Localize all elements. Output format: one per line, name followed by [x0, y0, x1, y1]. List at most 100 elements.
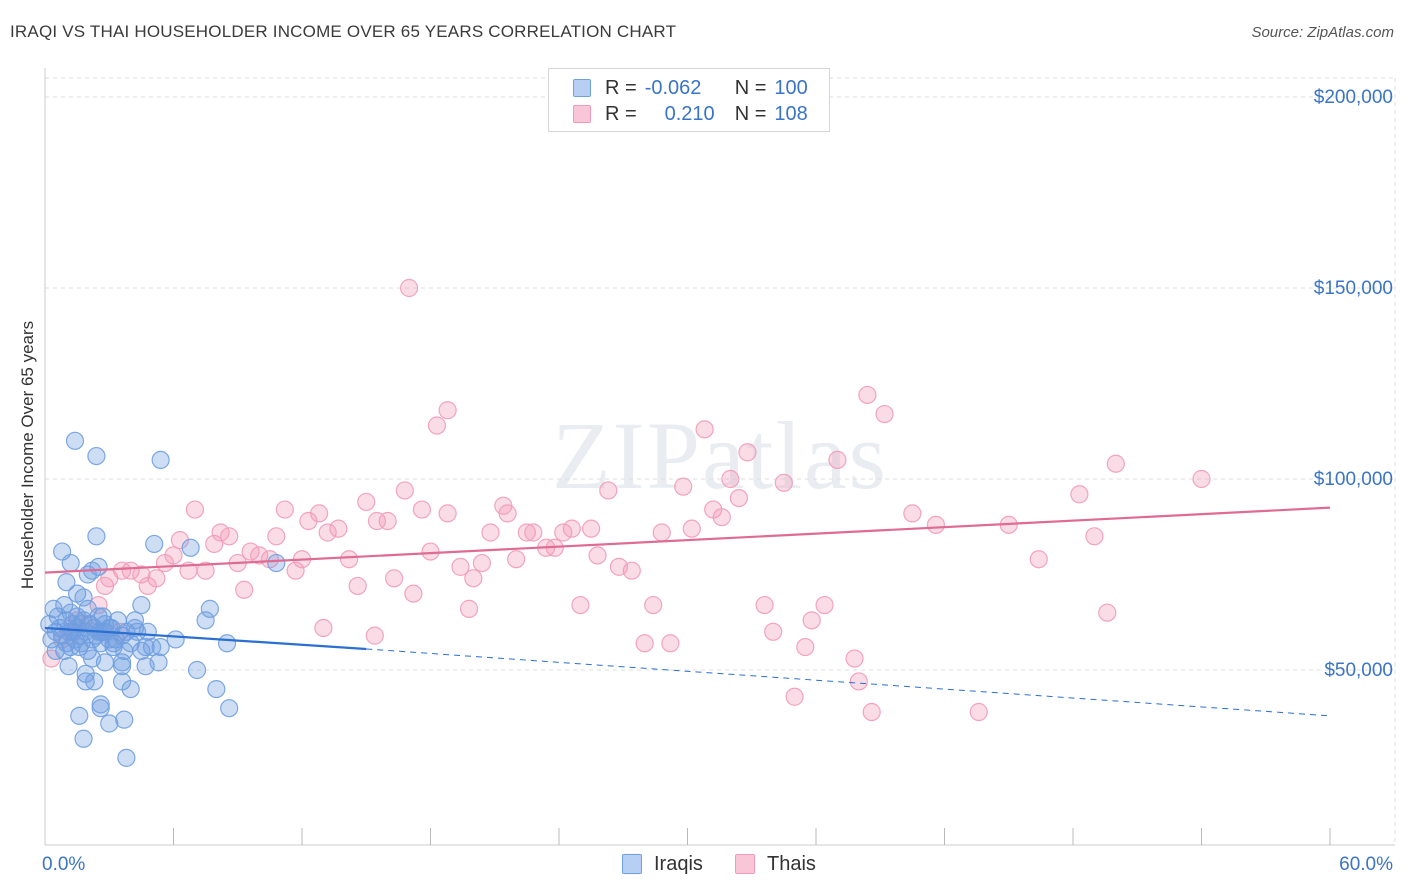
thai-point — [635, 634, 654, 653]
thai-point — [903, 504, 922, 523]
thai-point — [1070, 485, 1089, 504]
thai-point — [571, 595, 590, 615]
thai-point — [464, 569, 483, 588]
thai-point — [267, 527, 286, 546]
thai-point — [235, 580, 254, 599]
y-tick-label: $100,000 — [1314, 469, 1393, 490]
iraqi-point — [112, 657, 132, 676]
thai-point — [1085, 527, 1104, 546]
legend-swatch-iraqis — [622, 854, 642, 874]
iraqi-point — [55, 641, 74, 661]
iraqi-point — [138, 622, 157, 641]
legend-label-thais: Thais — [767, 852, 816, 875]
legend-r-value: -0.062 — [644, 76, 702, 99]
x-tick-labels: 0.0% 60.0% — [42, 854, 1393, 875]
thai-point — [721, 469, 740, 489]
iraqi-point — [61, 553, 80, 573]
iraqi-point — [100, 714, 119, 733]
iraqi-point — [76, 664, 95, 683]
iraqi-point — [106, 630, 125, 649]
iraqi-point — [200, 599, 220, 618]
thai-point — [622, 561, 641, 580]
x-tick-label: 0.0% — [42, 854, 85, 875]
thai-point — [1106, 454, 1125, 473]
legend-r-label: R = — [605, 76, 637, 99]
iraqi-point — [166, 630, 185, 649]
legend-label-iraqis: Iraqis — [654, 852, 703, 875]
thai-point — [196, 561, 215, 580]
series-iraqis — [40, 431, 286, 767]
thai-point — [340, 550, 359, 569]
thai-point — [438, 504, 457, 523]
thai-point — [147, 569, 166, 588]
thai-point — [132, 565, 151, 584]
iraqi-point — [72, 615, 91, 634]
iraqi-point — [87, 527, 106, 546]
thai-point — [588, 546, 607, 565]
thai-point — [421, 542, 440, 561]
thai-point — [802, 611, 821, 630]
thai-point — [969, 702, 988, 722]
iraqi-point — [112, 653, 132, 672]
iraqi-point — [55, 595, 74, 615]
iraqi-point — [136, 637, 155, 657]
thai-point — [507, 550, 526, 569]
iraqi-point — [142, 637, 162, 657]
thai-point — [858, 385, 877, 405]
iraqi-point — [217, 634, 237, 653]
thai-point — [357, 492, 376, 512]
thai-point — [329, 519, 348, 538]
thai-point — [395, 481, 414, 500]
thai-point — [674, 477, 693, 496]
thai-point — [875, 404, 894, 424]
iraqis-trend-extension — [366, 648, 1331, 717]
thai-point — [1029, 550, 1048, 569]
thai-point — [427, 416, 447, 435]
thai-point — [314, 618, 333, 638]
thai-point — [785, 687, 804, 706]
y-tick-labels: $50,000 $100,000 $150,000 $200,000 — [1314, 87, 1393, 681]
thai-point — [250, 546, 269, 565]
iraqi-point — [125, 611, 145, 630]
y-axis-label: Householder Income Over 65 years — [18, 320, 37, 590]
iraqi-point — [70, 706, 89, 725]
thai-point — [562, 519, 581, 538]
thai-point — [451, 557, 470, 576]
thai-point — [205, 534, 224, 554]
thai-point — [241, 542, 260, 561]
thai-point — [412, 500, 432, 519]
iraqi-point — [220, 699, 239, 718]
thai-point — [399, 278, 419, 298]
trend-lines — [44, 506, 1331, 717]
iraqi-point — [151, 450, 170, 469]
thai-point — [599, 481, 618, 500]
thai-point — [764, 622, 783, 641]
iraqi-point — [83, 649, 102, 668]
thai-point — [926, 515, 946, 534]
iraqi-point — [91, 699, 110, 718]
thai-point — [796, 637, 815, 657]
thai-point — [815, 595, 834, 615]
thai-point — [828, 450, 847, 469]
legend-r-label: R = — [605, 102, 637, 125]
iraqi-point — [267, 553, 286, 573]
iraqi-point — [93, 607, 112, 626]
legend-n-value: 100 — [774, 76, 808, 99]
iraqi-point — [117, 748, 136, 767]
thai-point — [554, 523, 573, 542]
legend-item-iraqis: Iraqis — [622, 852, 703, 876]
legend-swatch-thais — [573, 105, 591, 123]
iraqi-point — [149, 653, 168, 672]
chart-source: Source: ZipAtlas.com — [1251, 24, 1394, 41]
y-tick-label: $200,000 — [1314, 87, 1393, 108]
stats-legend: R = -0.062 N = 100 R = 0.210 N = 108 — [548, 68, 830, 132]
thai-point — [644, 595, 663, 615]
thai-point — [862, 702, 881, 722]
thai-point — [755, 595, 774, 615]
iraqi-point — [91, 695, 110, 714]
thai-point — [286, 561, 305, 580]
legend-n-label: N = — [734, 102, 767, 125]
thai-point — [517, 523, 536, 542]
iraqi-point — [87, 446, 106, 466]
